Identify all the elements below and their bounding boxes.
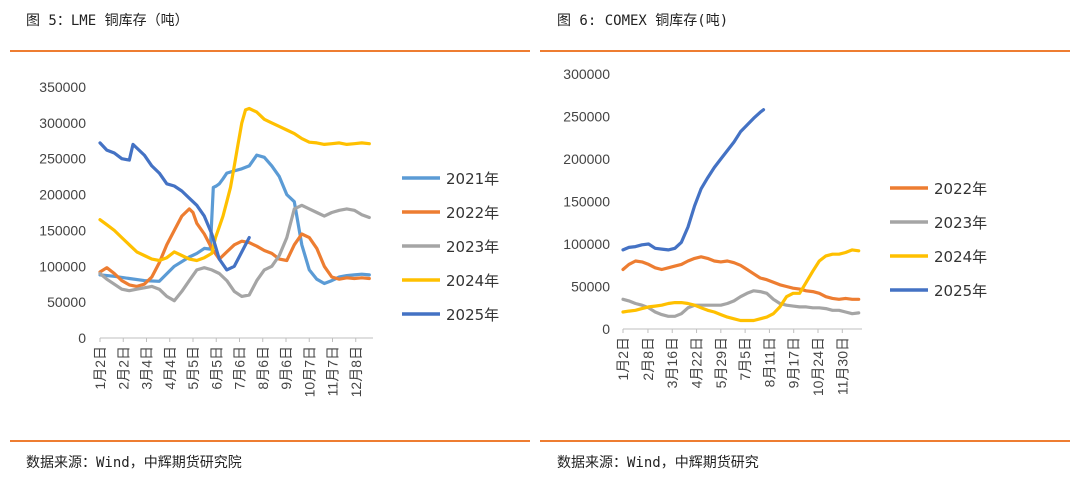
lme-legend-label: 2023年: [446, 238, 499, 256]
lme-series-line-2023年: [98, 203, 371, 303]
lme-x-tick-label: 11月7日: [325, 346, 341, 396]
lme-x-tick-label: 4月4日: [162, 346, 178, 390]
comex-series-line-2022年: [621, 255, 861, 301]
right-chart-title: 图 6: COMEX 铜库存(吨): [557, 13, 729, 29]
lme-y-tick-label: 350000: [39, 79, 86, 95]
left-data-source: 数据来源：Wind，中辉期货研究院: [26, 455, 242, 471]
lme-y-tick-label: 150000: [39, 222, 86, 238]
comex-x-tick-label: 8月11日: [761, 337, 777, 387]
lme-x-tick-label: 10月7日: [301, 346, 317, 397]
lme-x-tick-label: 7月6日: [232, 346, 248, 390]
left-top-rule: [10, 50, 530, 52]
comex-legend-label: 2022年: [934, 180, 987, 198]
right-bottom-rule: [540, 440, 1070, 442]
lme-copper-inventory-chart: 350000 300000 250000 200000 150000 100000 5000…: [39, 79, 499, 397]
comex-y-tick-label: 100000: [563, 236, 610, 252]
lme-series-line-2021年: [98, 153, 371, 286]
left-bottom-rule: [10, 440, 530, 442]
comex-y-tick-label: 50000: [571, 279, 610, 295]
comex-x-tick-label: 7月5日: [737, 337, 753, 381]
comex-x-tick-label: 3月16日: [664, 337, 680, 388]
lme-legend-label: 2022年: [446, 204, 499, 222]
lme-x-tick-label: 12月8日: [348, 346, 364, 397]
lme-x-tick-label: 9月6日: [278, 346, 294, 390]
right-top-rule: [540, 50, 1070, 52]
lme-y-tick-label: 100000: [39, 258, 86, 274]
lme-y-tick-label: 50000: [47, 294, 86, 310]
comex-x-tick-label: 10月24日: [810, 337, 826, 396]
comex-copper-inventory-chart: 300000 250000 200000 150000 100000 50000 0 1月2日…: [563, 66, 987, 396]
comex-series-line-2024年: [621, 248, 861, 323]
comex-x-tick-label: 9月17日: [786, 337, 802, 388]
lme-x-tick-label: 5月5日: [185, 346, 201, 390]
comex-y-tick-label: 0: [602, 321, 610, 337]
comex-x-tick-label: 11月30日: [834, 337, 850, 395]
comex-legend-label: 2024年: [934, 248, 987, 266]
comex-y-tick-label: 200000: [563, 151, 610, 167]
comex-x-tick-label: 5月29日: [713, 337, 729, 388]
comex-legend-label: 2025年: [934, 282, 987, 300]
comex-y-tick-label: 150000: [563, 194, 610, 210]
lme-y-tick-label: 250000: [39, 151, 86, 167]
lme-series-line-2022年: [98, 207, 371, 288]
comex-series-line-2023年: [621, 289, 861, 318]
comex-series-line-2025年: [621, 108, 766, 252]
lme-series-line-2025年: [98, 141, 251, 272]
lme-series-line-2024年: [98, 106, 371, 263]
comex-legend-label: 2023年: [934, 214, 987, 232]
right-data-source: 数据来源：Wind，中辉期货研究: [557, 455, 759, 471]
comex-x-tick-label: 1月2日: [615, 337, 631, 381]
lme-x-tick-label: 2月2日: [115, 346, 131, 390]
lme-y-tick-label: 300000: [39, 115, 86, 131]
left-chart-title: 图 5：LME 铜库存（吨）: [26, 13, 189, 29]
lme-legend-label: 2024年: [446, 272, 499, 290]
lme-y-tick-label: 200000: [39, 187, 86, 203]
lme-legend-label: 2021年: [446, 170, 499, 188]
lme-x-tick-label: 6月5日: [208, 346, 224, 390]
lme-legend-label: 2025年: [446, 306, 499, 324]
lme-x-tick-label: 1月2日: [92, 346, 108, 390]
comex-x-tick-label: 2月8日: [640, 337, 656, 381]
comex-x-tick-label: 4月22日: [689, 337, 705, 388]
lme-x-tick-label: 8月6日: [255, 346, 271, 390]
comex-y-tick-label: 300000: [563, 66, 610, 82]
lme-x-tick-label: 3月4日: [139, 346, 155, 390]
lme-y-tick-label: 0: [78, 330, 86, 346]
comex-y-tick-label: 250000: [563, 109, 610, 125]
